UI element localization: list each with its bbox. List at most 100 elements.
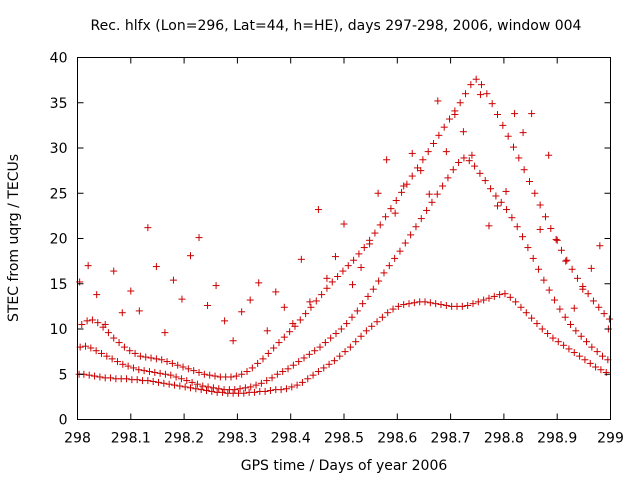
data-point	[107, 374, 115, 382]
data-point	[556, 305, 564, 313]
data-point	[360, 244, 368, 252]
data-point	[93, 291, 101, 299]
data-point	[599, 352, 607, 360]
data-point	[169, 276, 177, 284]
data-point	[151, 368, 159, 376]
data-point	[302, 310, 310, 318]
data-point	[227, 373, 235, 381]
data-point	[282, 385, 290, 393]
data-point	[204, 383, 212, 391]
data-point	[430, 139, 438, 147]
data-point	[501, 290, 509, 298]
data-point	[161, 329, 169, 337]
data-point	[371, 229, 379, 237]
x-tick-label: 298	[64, 431, 91, 447]
data-point	[339, 267, 347, 275]
data-point	[490, 292, 498, 300]
data-point	[474, 298, 482, 306]
data-point	[417, 215, 425, 223]
data-point	[199, 382, 207, 390]
data-point	[374, 189, 382, 197]
data-point	[565, 345, 573, 353]
data-point	[462, 90, 470, 98]
data-point	[280, 303, 288, 311]
data-point	[344, 262, 352, 270]
data-point	[186, 252, 194, 260]
data-point	[279, 368, 287, 376]
data-point	[306, 298, 314, 306]
data-point	[362, 327, 370, 335]
data-point	[401, 239, 409, 247]
data-point	[131, 349, 139, 357]
data-point	[581, 356, 589, 364]
data-point	[259, 355, 267, 363]
y-tick-label: 40	[50, 51, 68, 67]
data-point	[343, 320, 351, 328]
data-point	[464, 301, 472, 309]
data-point	[592, 363, 600, 371]
data-point	[549, 334, 557, 342]
data-point	[179, 363, 187, 371]
data-point	[378, 313, 386, 321]
data-point	[178, 295, 186, 303]
x-tick-label: 298.6	[377, 431, 417, 447]
data-point	[101, 320, 109, 328]
data-point	[502, 187, 510, 195]
data-point	[181, 383, 189, 391]
data-point	[551, 296, 559, 304]
data-point	[579, 285, 587, 293]
data-point	[398, 188, 406, 196]
data-point	[336, 352, 344, 360]
chart-title: Rec. hlfx (Lon=296, Lat=44, h=HE), days …	[91, 18, 582, 34]
y-tick-label: 30	[50, 141, 68, 157]
data-point	[400, 182, 408, 190]
data-point	[442, 148, 450, 156]
data-point	[476, 169, 484, 177]
data-point	[472, 75, 480, 83]
data-point	[304, 375, 312, 383]
data-point	[110, 267, 118, 275]
data-point	[468, 151, 476, 159]
data-point	[232, 372, 240, 380]
data-point	[382, 213, 390, 221]
data-point	[492, 192, 500, 200]
data-point	[206, 371, 214, 379]
data-point	[160, 379, 168, 387]
data-point	[487, 185, 495, 193]
data-point	[355, 250, 363, 258]
data-point	[127, 287, 135, 295]
data-point	[155, 378, 163, 386]
data-point	[348, 313, 356, 321]
data-point	[587, 264, 595, 272]
data-point	[536, 201, 544, 209]
data-point	[296, 316, 304, 324]
data-point	[341, 348, 349, 356]
data-point	[295, 358, 303, 366]
data-point	[561, 313, 569, 321]
data-point	[593, 348, 601, 356]
data-point	[136, 352, 144, 360]
data-point	[403, 180, 411, 188]
data-point	[161, 370, 169, 378]
y-axis-label: STEC from uqrg / TECUs	[6, 154, 22, 322]
data-point	[147, 354, 155, 362]
data-point	[81, 342, 89, 350]
data-point	[115, 339, 123, 347]
data-point	[547, 225, 555, 233]
data-point	[88, 316, 96, 324]
data-point	[576, 352, 584, 360]
data-point	[261, 387, 269, 395]
data-point	[478, 81, 486, 89]
data-point	[195, 234, 203, 242]
data-point	[496, 291, 504, 299]
data-point	[289, 361, 297, 369]
data-point	[84, 262, 92, 270]
data-point	[229, 337, 237, 345]
data-point	[383, 156, 391, 164]
data-point	[567, 320, 575, 328]
data-point	[330, 357, 338, 365]
data-point	[272, 288, 280, 296]
data-point	[145, 368, 153, 376]
data-point	[163, 358, 171, 366]
data-point	[389, 305, 397, 313]
